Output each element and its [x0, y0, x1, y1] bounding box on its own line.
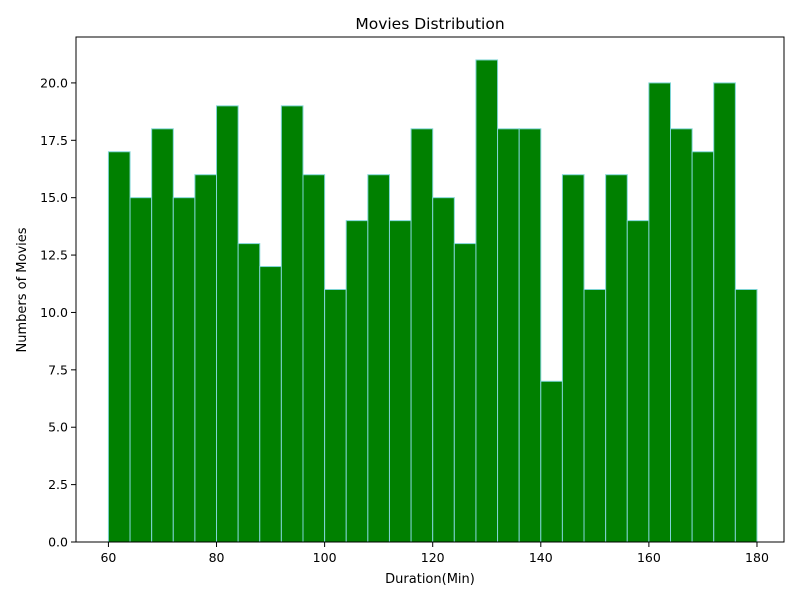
- histogram-bar: [626, 220, 650, 543]
- histogram-bar: [151, 128, 174, 543]
- plot-area-frame: [75, 36, 785, 543]
- x-tick-label: 100: [313, 550, 337, 565]
- x-tick-label: 180: [745, 550, 769, 565]
- x-axis-label: Duration(Min): [385, 572, 475, 587]
- histogram-bar: [713, 82, 736, 543]
- bars-group: [107, 59, 758, 543]
- y-tick-label: 2.5: [48, 477, 68, 492]
- y-tick-label: 17.5: [40, 133, 68, 148]
- y-tick-label: 5.0: [48, 420, 68, 435]
- x-tick-label: 160: [637, 550, 661, 565]
- histogram-bar: [302, 174, 326, 543]
- histogram-bar: [475, 59, 499, 543]
- histogram-bar: [605, 174, 628, 543]
- y-tick-label: 12.5: [40, 248, 68, 263]
- histogram-bar: [107, 151, 131, 543]
- histogram-bar: [194, 174, 218, 543]
- histogram-bar: [432, 197, 455, 543]
- histogram-bar: [388, 220, 412, 543]
- histogram-bar: [324, 289, 347, 543]
- histogram-bar: [540, 380, 563, 543]
- histogram-bar: [734, 289, 758, 543]
- histogram-bar: [367, 174, 390, 543]
- y-axis-label: Numbers of Movies: [15, 227, 30, 352]
- x-axis: 60 80 100 120 140 160 180: [100, 542, 769, 565]
- histogram-bar: [129, 197, 153, 543]
- y-tick-label: 15.0: [40, 190, 68, 205]
- chart-title: Movies Distribution: [355, 15, 504, 33]
- histogram-bar: [172, 197, 196, 543]
- y-tick-label: 10.0: [40, 305, 68, 320]
- x-tick-label: 120: [421, 550, 445, 565]
- histogram-bar: [670, 128, 693, 543]
- x-tick-label: 80: [209, 550, 225, 565]
- x-tick-label: 140: [529, 550, 553, 565]
- histogram-bar: [497, 128, 520, 543]
- histogram-bar: [410, 128, 434, 543]
- y-tick-label: 0.0: [48, 535, 68, 550]
- histogram-bar: [345, 220, 369, 543]
- histogram-bar: [280, 105, 304, 543]
- x-tick-label: 60: [100, 550, 116, 565]
- histogram-bar: [259, 266, 282, 543]
- histogram-bar: [216, 105, 239, 543]
- y-axis: 0.0 2.5 5.0 7.5 10.0 12.5 15.0 17.5 20.0: [40, 75, 76, 550]
- histogram-bar: [648, 82, 672, 543]
- histogram-bar: [518, 128, 542, 543]
- y-tick-label: 20.0: [40, 75, 68, 90]
- histogram-bar: [237, 243, 261, 543]
- histogram-bar: [561, 174, 585, 543]
- histogram-bar: [583, 289, 607, 543]
- y-tick-label: 7.5: [48, 362, 68, 377]
- histogram-bar: [691, 151, 715, 543]
- histogram-bar: [453, 243, 477, 543]
